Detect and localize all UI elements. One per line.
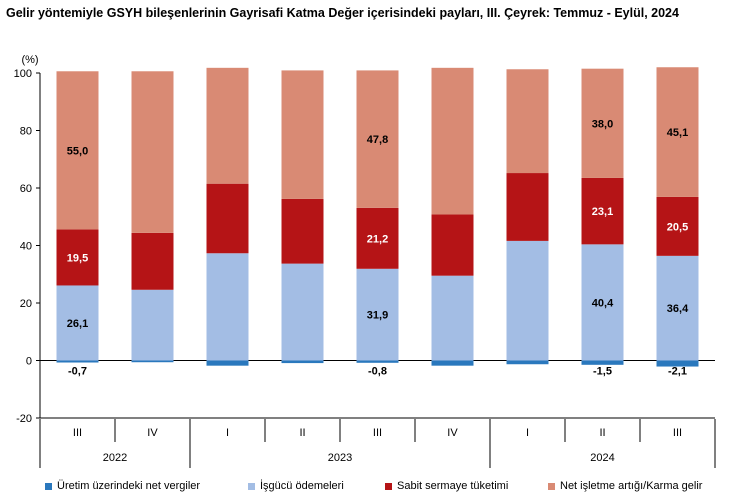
legend-label: İşgücü ödemeleri (260, 480, 344, 492)
bar-segment (431, 67, 474, 215)
bar-segment (581, 360, 624, 365)
data-label: 19,5 (67, 252, 88, 264)
bar-segment (431, 214, 474, 276)
legend-label: Sabit sermaye tüketimi (397, 480, 509, 492)
bar-segment (56, 71, 99, 230)
legend-label: Net işletme artığı/Karma gelir (560, 480, 703, 492)
y-axis-unit-label: (%) (21, 54, 38, 66)
bar-segment (356, 268, 399, 361)
data-label: 38,0 (592, 118, 613, 130)
bar-segment (56, 360, 99, 363)
bar-segment (131, 360, 174, 363)
bar-segment (656, 196, 699, 256)
data-label: 45,1 (667, 127, 688, 139)
bar-segment (131, 232, 174, 290)
legend-label: Üretim üzerindeki net vergiler (57, 480, 201, 492)
x-tick-label: III (373, 427, 382, 439)
bar-segment (356, 70, 399, 208)
bar-segment (206, 253, 249, 361)
legend-item: Net işletme artığı/Karma gelir (548, 480, 702, 492)
bar-segment (506, 240, 549, 361)
legend-swatch (248, 482, 255, 490)
x-tick-label: II (299, 427, 305, 439)
data-label: -0,7 (68, 366, 87, 378)
bar-segment (281, 198, 324, 264)
bar-segment (356, 360, 399, 363)
y-tick-label: 20 (20, 298, 32, 310)
bar-segment (581, 177, 624, 245)
y-tick-label: 80 (20, 126, 32, 138)
legend-swatch (548, 482, 555, 490)
bar-segment (281, 360, 324, 364)
x-tick-label: III (73, 427, 82, 439)
bar-segment (281, 263, 324, 361)
legend-swatch (45, 482, 52, 490)
chart-title: Gelir yöntemiyle GSYH bileşenlerinin Gay… (6, 6, 679, 20)
bar-segment (506, 173, 549, 241)
bar-segment (431, 275, 474, 361)
bar-segment (56, 285, 99, 361)
x-tick-label: I (526, 427, 529, 439)
x-tick-label: IV (147, 427, 158, 439)
data-label: 23,1 (592, 206, 613, 218)
bar-segment (131, 71, 174, 233)
bar-segment (206, 360, 249, 366)
y-tick-label: 60 (20, 183, 32, 195)
x-tick-label: III (673, 427, 682, 439)
year-label: 2024 (590, 452, 614, 464)
data-label: 55,0 (67, 145, 88, 157)
bar-segment (206, 183, 249, 254)
bar-segment (656, 67, 699, 197)
data-label: 36,4 (667, 303, 689, 315)
bar-segment (206, 67, 249, 184)
x-tick-label: II (599, 427, 605, 439)
y-tick-label: 100 (14, 68, 32, 80)
y-tick-label: 40 (20, 241, 32, 253)
bar-segment (656, 360, 699, 367)
bar-segment (581, 244, 624, 361)
x-tick-label: IV (447, 427, 458, 439)
bar-segment (356, 207, 399, 269)
chart-legend: Üretim üzerindeki net vergiler İşgücü öde… (0, 480, 739, 496)
y-tick-label: 0 (26, 356, 32, 368)
data-label: -2,1 (668, 366, 687, 378)
data-label: 47,8 (367, 134, 388, 146)
legend-item: Sabit sermaye tüketimi (385, 480, 508, 492)
bar-segment (131, 289, 174, 361)
legend-swatch (385, 482, 392, 490)
year-label: 2022 (103, 452, 127, 464)
data-label: 20,5 (667, 221, 688, 233)
bar-segment (656, 255, 699, 361)
x-tick-label: I (226, 427, 229, 439)
bar-segment (506, 69, 549, 174)
data-label: 31,9 (367, 310, 388, 322)
data-label: 26,1 (67, 318, 88, 330)
bar-segment (506, 360, 549, 365)
data-label: -1,5 (593, 366, 612, 378)
data-label: -0,8 (368, 366, 387, 378)
bar-segment (281, 70, 324, 199)
legend-item: Üretim üzerindeki net vergiler (45, 480, 200, 492)
year-label: 2023 (328, 452, 352, 464)
y-tick-label: -20 (16, 413, 32, 425)
legend-item: İşgücü ödemeleri (248, 480, 344, 492)
data-label: 21,2 (367, 233, 388, 245)
bar-segment (581, 68, 624, 178)
bar-segment (431, 360, 474, 366)
bar-segment (56, 229, 99, 286)
data-label: 40,4 (592, 297, 614, 309)
